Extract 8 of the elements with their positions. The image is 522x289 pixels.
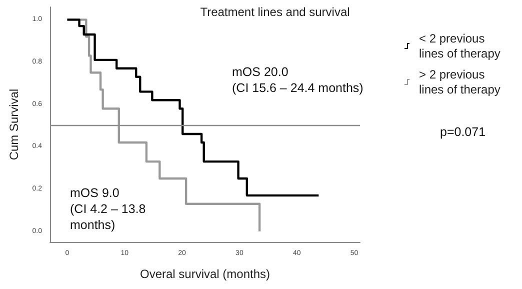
annotation: mOS 20.0 (CI 15.6 – 24.4 months): [232, 65, 364, 95]
chart-title: Treatment lines and survival: [200, 5, 350, 19]
legend-label: < 2 previous lines of therapy: [419, 32, 500, 60]
y-axis-title: Cum Survival: [7, 88, 21, 160]
annotation: mOS 9.0 (CI 4.2 – 13.8 months): [70, 186, 146, 232]
legend-label: > 2 previous lines of therapy: [419, 68, 500, 96]
x-axis-title: Overal survival (months): [140, 267, 270, 281]
text: p=0.071: [440, 125, 486, 139]
